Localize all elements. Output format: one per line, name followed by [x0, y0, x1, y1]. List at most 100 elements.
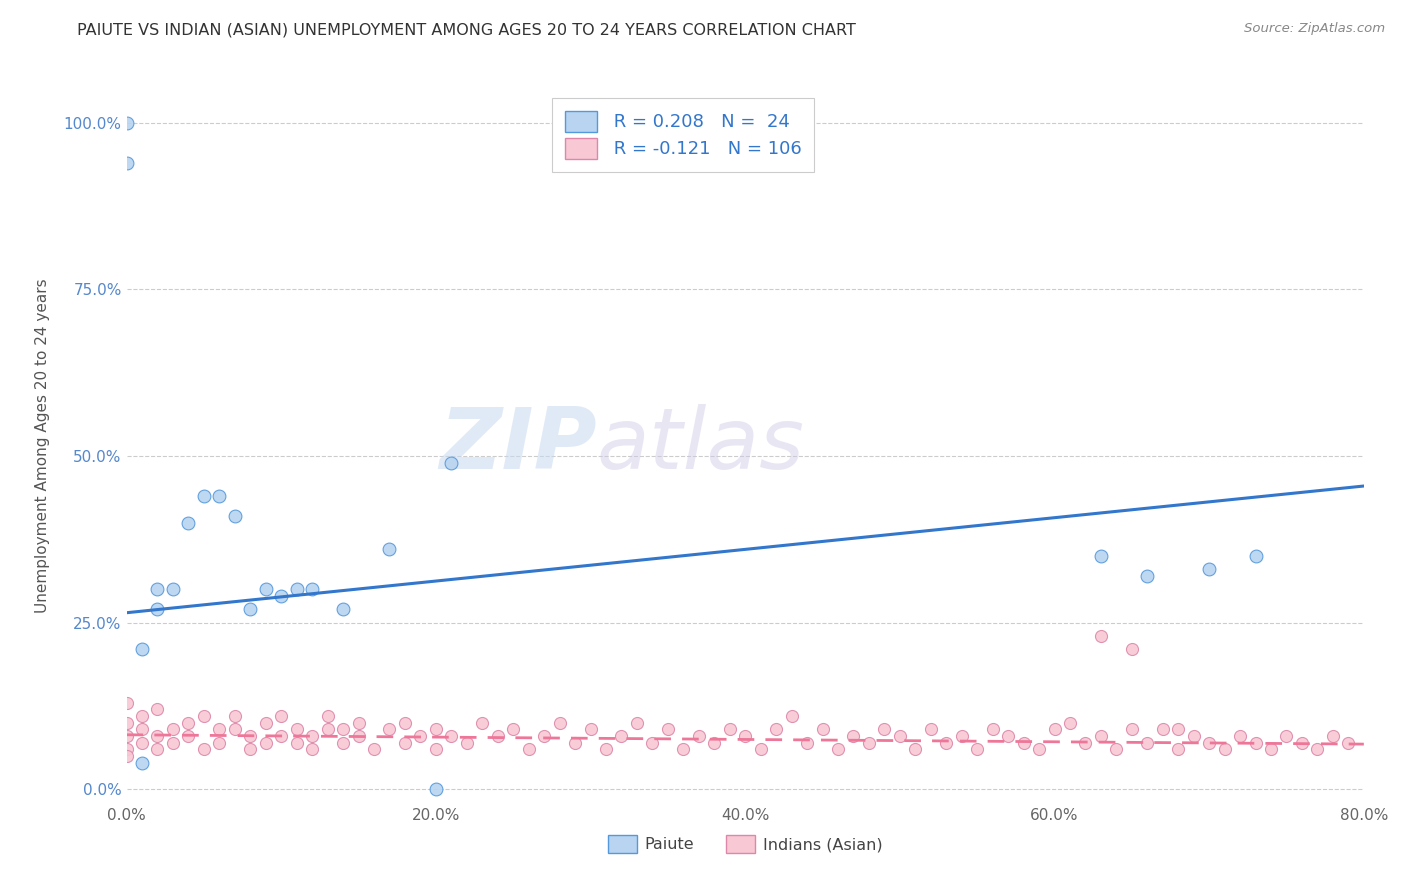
Point — [950, 729, 973, 743]
Point — [734, 729, 756, 743]
Point — [285, 582, 308, 597]
Point — [285, 723, 308, 737]
Point — [193, 742, 215, 756]
Point — [811, 723, 834, 737]
Point — [548, 715, 571, 730]
Point — [239, 602, 262, 616]
Point — [1244, 736, 1267, 750]
Point — [564, 736, 586, 750]
Point — [1167, 723, 1189, 737]
Point — [1059, 715, 1081, 730]
Point — [270, 709, 292, 723]
Point — [115, 115, 138, 129]
Point — [208, 489, 231, 503]
Point — [502, 723, 524, 737]
Point — [146, 582, 169, 597]
Point — [425, 782, 447, 797]
Point — [146, 602, 169, 616]
Point — [827, 742, 849, 756]
Point — [610, 729, 633, 743]
Point — [780, 709, 803, 723]
Point — [131, 723, 153, 737]
Point — [1213, 742, 1236, 756]
Point — [208, 736, 231, 750]
Point — [193, 709, 215, 723]
Point — [1105, 742, 1128, 756]
Point — [1167, 742, 1189, 756]
Point — [224, 723, 246, 737]
Point — [363, 742, 385, 756]
Point — [425, 742, 447, 756]
Point — [1198, 736, 1220, 750]
Point — [1121, 723, 1143, 737]
Point — [1136, 569, 1159, 583]
Point — [966, 742, 988, 756]
Point — [270, 589, 292, 603]
Point — [378, 542, 401, 557]
Point — [1306, 742, 1329, 756]
Point — [1260, 742, 1282, 756]
Legend: Paiute, Indians (Asian): Paiute, Indians (Asian) — [602, 829, 889, 859]
Point — [440, 729, 463, 743]
Point — [517, 742, 540, 756]
Point — [688, 729, 710, 743]
Point — [533, 729, 555, 743]
Point — [471, 715, 494, 730]
Point — [1012, 736, 1035, 750]
Point — [997, 729, 1019, 743]
Point — [1322, 729, 1344, 743]
Point — [1090, 629, 1112, 643]
Point — [347, 715, 370, 730]
Point — [486, 729, 509, 743]
Point — [1090, 729, 1112, 743]
Point — [146, 742, 169, 756]
Point — [981, 723, 1004, 737]
Point — [904, 742, 927, 756]
Point — [672, 742, 695, 756]
Point — [146, 702, 169, 716]
Point — [162, 723, 184, 737]
Point — [301, 729, 323, 743]
Point — [224, 709, 246, 723]
Point — [131, 642, 153, 657]
Point — [115, 696, 138, 710]
Point — [254, 736, 277, 750]
Point — [425, 723, 447, 737]
Point — [657, 723, 679, 737]
Point — [131, 709, 153, 723]
Point — [394, 715, 416, 730]
Point — [1074, 736, 1097, 750]
Point — [718, 723, 741, 737]
Point — [332, 723, 354, 737]
Text: Source: ZipAtlas.com: Source: ZipAtlas.com — [1244, 22, 1385, 36]
Point — [208, 723, 231, 737]
Point — [1337, 736, 1360, 750]
Point — [224, 509, 246, 524]
Point — [239, 742, 262, 756]
Text: PAIUTE VS INDIAN (ASIAN) UNEMPLOYMENT AMONG AGES 20 TO 24 YEARS CORRELATION CHAR: PAIUTE VS INDIAN (ASIAN) UNEMPLOYMENT AM… — [77, 22, 856, 37]
Point — [1291, 736, 1313, 750]
Point — [378, 723, 401, 737]
Point — [301, 582, 323, 597]
Y-axis label: Unemployment Among Ages 20 to 24 years: Unemployment Among Ages 20 to 24 years — [35, 278, 49, 614]
Point — [1229, 729, 1251, 743]
Point — [254, 715, 277, 730]
Point — [796, 736, 818, 750]
Point — [146, 729, 169, 743]
Point — [1136, 736, 1159, 750]
Point — [394, 736, 416, 750]
Point — [301, 742, 323, 756]
Point — [765, 723, 787, 737]
Point — [858, 736, 880, 750]
Point — [332, 602, 354, 616]
Point — [316, 709, 339, 723]
Point — [641, 736, 664, 750]
Point — [115, 749, 138, 764]
Point — [440, 456, 463, 470]
Point — [254, 582, 277, 597]
Point — [1121, 642, 1143, 657]
Point — [347, 729, 370, 743]
Point — [285, 736, 308, 750]
Point — [177, 715, 200, 730]
Point — [177, 729, 200, 743]
